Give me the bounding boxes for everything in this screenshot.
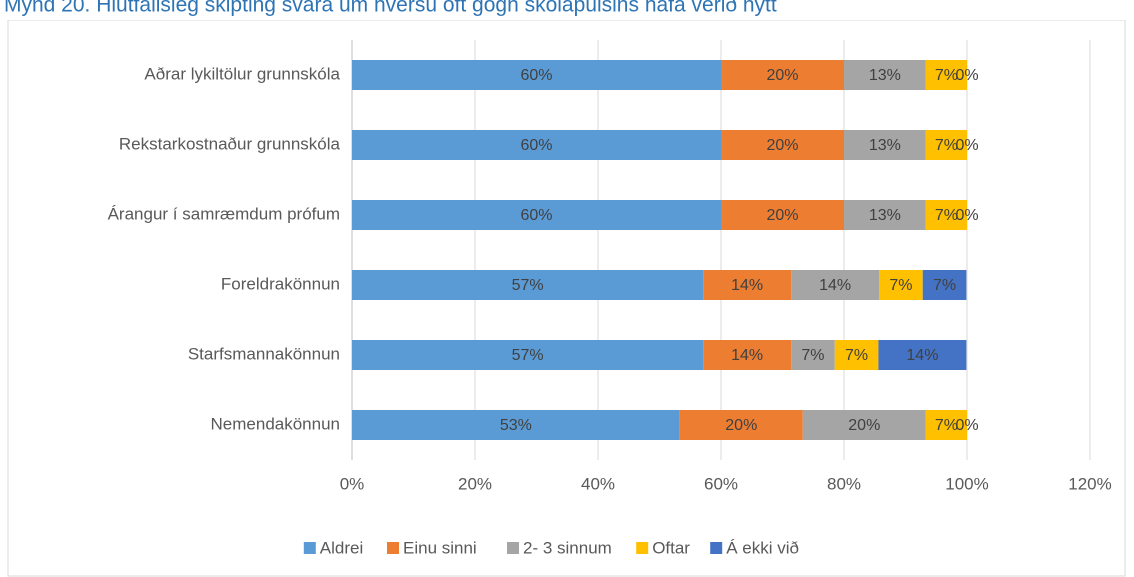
legend-label: Oftar <box>652 538 690 557</box>
data-label: 60% <box>520 207 552 224</box>
data-label: 13% <box>869 67 901 84</box>
bar-segment <box>925 200 967 230</box>
data-label: 53% <box>500 417 532 434</box>
bar-segment <box>679 410 803 440</box>
legend-label: Einu sinni <box>403 538 477 557</box>
bar-segment <box>878 340 967 370</box>
data-label: 20% <box>848 417 880 434</box>
legend-swatch <box>636 542 649 554</box>
data-label: 20% <box>766 67 798 84</box>
data-label: 60% <box>520 137 552 154</box>
data-label: 7% <box>933 277 956 294</box>
data-label: 20% <box>725 417 757 434</box>
bar-segment <box>834 340 879 370</box>
legend-swatch <box>303 542 316 554</box>
data-label: 7% <box>801 347 824 364</box>
bar-segment <box>844 200 926 230</box>
x-tick-label: 40% <box>581 474 615 493</box>
bar-segment <box>844 130 926 160</box>
legend-label: Á ekki við <box>726 538 799 557</box>
legend-swatch <box>507 542 519 554</box>
bar-segment <box>352 340 704 370</box>
data-label: 7% <box>935 67 958 84</box>
data-label: 7% <box>935 417 958 434</box>
y-tick-label: Starfsmannakönnun <box>188 344 340 363</box>
x-tick-label: 80% <box>827 474 861 493</box>
x-tick-label: 60% <box>704 474 738 493</box>
legend-swatch <box>387 542 399 554</box>
y-tick-label: Árangur í samræmdum prófum <box>108 204 340 223</box>
bar-segment <box>925 130 967 160</box>
y-tick-label: Rekstarkostnaður grunnskóla <box>119 134 341 153</box>
bar-segment <box>925 60 967 90</box>
data-label: 57% <box>512 347 544 364</box>
x-tick-label: 100% <box>945 474 988 493</box>
legend-label: Aldrei <box>320 538 363 557</box>
y-tick-label: Foreldrakönnun <box>221 274 340 293</box>
y-tick-label: Aðrar lykiltölur grunnskóla <box>144 64 340 83</box>
data-label: 0% <box>955 137 978 154</box>
y-tick-label: Nemendakönnun <box>211 414 340 433</box>
data-label: 0% <box>955 417 978 434</box>
bar-segment <box>703 340 792 370</box>
bar-segment <box>352 410 680 440</box>
bar-segment <box>352 130 721 160</box>
data-label: 0% <box>955 67 978 84</box>
data-label: 13% <box>869 207 901 224</box>
title-band <box>0 0 1134 20</box>
data-label: 14% <box>731 277 763 294</box>
bar-segment <box>352 200 721 230</box>
data-label: 0% <box>955 207 978 224</box>
data-label: 7% <box>889 277 912 294</box>
data-label: 13% <box>869 137 901 154</box>
bar-segment <box>352 60 721 90</box>
data-label: 57% <box>512 277 544 294</box>
data-label: 7% <box>935 207 958 224</box>
legend-label: 2- 3 sinnum <box>523 538 612 557</box>
data-label: 60% <box>520 67 552 84</box>
data-label: 14% <box>731 347 763 364</box>
data-label: 7% <box>845 347 868 364</box>
bar-segment <box>703 270 792 300</box>
bar-segment <box>721 60 844 90</box>
bar-segment <box>802 410 926 440</box>
legend-swatch <box>710 542 723 554</box>
x-tick-label: 20% <box>458 474 492 493</box>
data-label: 20% <box>766 207 798 224</box>
data-label: 14% <box>906 347 938 364</box>
bar-segment <box>791 340 835 370</box>
bar-segment <box>844 60 926 90</box>
bar-segment <box>791 270 880 300</box>
bar-segment <box>925 410 967 440</box>
chart-title: Mynd 20. Hlutfallsleg skipting svara um … <box>4 0 777 17</box>
x-tick-label: 120% <box>1068 474 1111 493</box>
bar-segment <box>721 200 844 230</box>
data-label: 7% <box>935 137 958 154</box>
bar-segment <box>721 130 844 160</box>
bar-segment <box>352 270 704 300</box>
x-tick-label: 0% <box>340 474 365 493</box>
bar-segment <box>922 270 967 300</box>
data-label: 20% <box>766 137 798 154</box>
bar-segment <box>879 270 923 300</box>
data-label: 14% <box>819 277 851 294</box>
